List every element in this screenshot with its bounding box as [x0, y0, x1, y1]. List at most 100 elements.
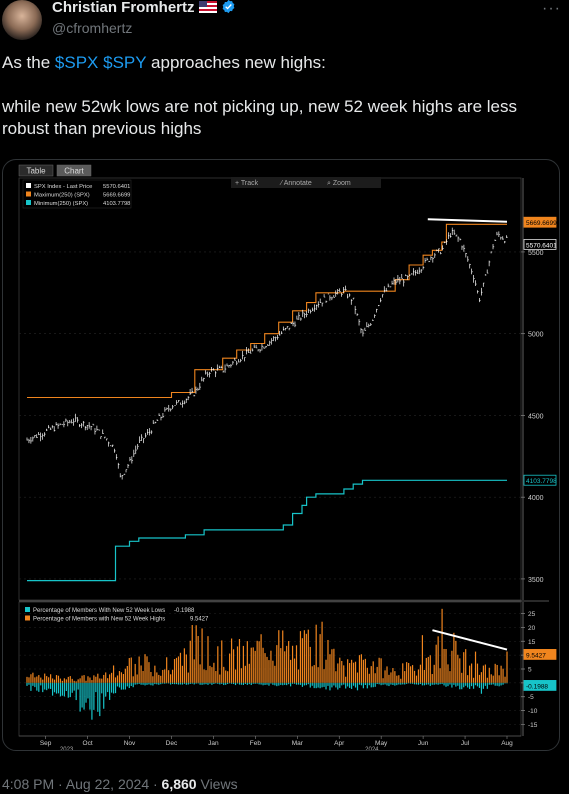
new-high-bar: [427, 656, 429, 683]
new-low-bar: [406, 682, 408, 684]
new-high-bar: [439, 668, 441, 683]
new-high-bar: [382, 678, 384, 683]
new-high-bar: [46, 676, 48, 683]
new-high-bar: [203, 669, 205, 683]
new-high-bar: [61, 680, 64, 683]
new-high-bar: [205, 670, 207, 683]
new-high-bar: [124, 668, 126, 683]
tweet-timestamp[interactable]: 4:08 PM · Aug 22, 2024 ·: [2, 776, 162, 792]
x-tick-label: Jul: [461, 740, 470, 747]
new-low-bar: [423, 682, 425, 686]
new-high-bar: [290, 659, 292, 683]
new-high-bar: [286, 645, 288, 683]
new-low-bar: [441, 682, 443, 684]
new-low-bar: [278, 682, 280, 686]
new-low-bar: [71, 682, 73, 693]
new-high-bar: [274, 665, 276, 683]
x-tick-label: Dec: [166, 740, 178, 747]
new-low-bar: [443, 682, 445, 686]
new-low-bar: [470, 682, 473, 687]
new-low-bar: [28, 682, 30, 685]
new-high-bar: [284, 651, 286, 683]
new-low-bar: [447, 682, 449, 687]
new-high-bar: [30, 674, 32, 683]
new-high-bar: [213, 662, 215, 683]
new-low-bar: [421, 682, 424, 686]
new-high-bar: [89, 677, 91, 683]
tweet-text: As the $SPX $SPY approaches new highs: w…: [2, 52, 562, 140]
new-high-bar: [325, 659, 327, 683]
new-high-bar: [132, 676, 134, 683]
cashtag-spx-link[interactable]: $SPX: [54, 53, 99, 72]
new-high-bar: [323, 669, 325, 683]
new-low-bar: [492, 682, 494, 685]
new-high-bar: [496, 664, 498, 683]
new-high-bar: [50, 674, 52, 683]
new-low-bar: [132, 682, 134, 688]
author-name-text[interactable]: Christian Fromhertz: [52, 0, 195, 16]
new-high-bar: [252, 647, 254, 683]
author-name[interactable]: Christian Fromhertz: [52, 0, 236, 16]
new-high-bar: [282, 630, 284, 683]
x-tick-label: Feb: [250, 740, 262, 747]
new-low-bar: [175, 682, 178, 685]
new-high-bar: [53, 679, 56, 683]
new-low-bar: [101, 682, 103, 694]
new-low-bar: [160, 682, 162, 685]
new-low-bar: [437, 682, 439, 685]
y-tick-label: 20: [528, 625, 536, 632]
new-high-bar: [293, 658, 296, 683]
new-high-bar: [51, 678, 54, 683]
new-low-bar: [110, 682, 113, 693]
us-flag-icon: [198, 1, 217, 13]
new-high-bar: [358, 655, 361, 683]
new-high-bar: [333, 648, 335, 683]
new-high-bar: [339, 657, 341, 683]
new-low-bar: [319, 682, 321, 689]
new-high-bar: [433, 664, 435, 683]
legend-label: SPX Index - Last Price: [34, 184, 92, 190]
new-low-bar: [46, 682, 48, 691]
new-high-bar: [301, 638, 304, 683]
author-handle[interactable]: @cfromhertz: [52, 20, 133, 36]
new-high-bar: [415, 675, 418, 683]
new-high-bar: [258, 641, 260, 683]
new-low-bar: [34, 682, 36, 688]
new-low-bar: [203, 682, 205, 685]
new-low-bar: [297, 682, 300, 685]
avatar[interactable]: [2, 0, 42, 40]
new-low-bar: [201, 682, 203, 685]
max-value-label: 5669.6699: [526, 220, 557, 227]
new-low-bar: [341, 682, 343, 686]
new-low-bar: [378, 682, 380, 685]
new-low-bar: [256, 682, 258, 684]
new-low-bar: [419, 682, 422, 685]
new-low-bar: [48, 682, 50, 689]
legend-swatch: [25, 615, 30, 621]
new-high-bar: [272, 660, 274, 683]
legend-swatch: [26, 200, 31, 205]
new-low-bar: [425, 682, 427, 685]
new-low-bar: [364, 682, 366, 686]
new-low-bar: [327, 682, 329, 686]
chart-frame: [18, 177, 549, 737]
new-low-bar: [374, 682, 376, 687]
new-low-bar: [262, 682, 264, 686]
new-high-bar: [164, 669, 166, 683]
new-high-bar: [413, 670, 416, 683]
new-high-bar: [162, 669, 164, 683]
new-low-bar: [506, 682, 508, 684]
new-high-bar: [152, 676, 154, 683]
verified-badge-icon: [222, 0, 234, 14]
new-low-bar: [284, 682, 286, 685]
more-options-icon[interactable]: ···: [542, 0, 561, 17]
new-low-bar: [299, 682, 302, 685]
new-high-bar: [193, 659, 195, 683]
cashtag-spy-link[interactable]: $SPY: [103, 53, 147, 72]
legend-label: Percentage of Members With New 52 Week L…: [33, 608, 165, 614]
new-low-bar: [410, 682, 412, 684]
new-high-bar: [364, 658, 366, 683]
tweet-media-chart[interactable]: Table Chart + Track ⁄ Annotate ⌕ Zoom SPX I…: [2, 159, 560, 751]
new-low-bar: [254, 682, 256, 684]
new-low-bar: [136, 682, 138, 685]
